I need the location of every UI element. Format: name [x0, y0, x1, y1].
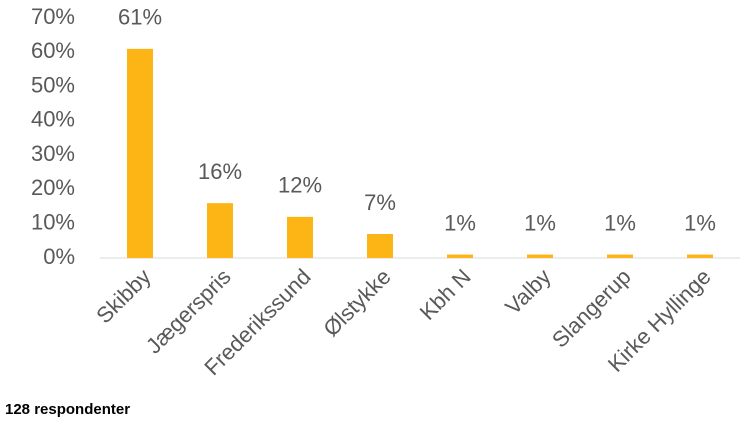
- value-label: 12%: [278, 173, 322, 198]
- y-tick-label: 10%: [31, 210, 75, 235]
- y-tick-label: 0%: [43, 244, 75, 269]
- bar: [207, 203, 233, 258]
- value-label: 1%: [604, 210, 636, 235]
- x-tick-label: Valby: [500, 264, 555, 319]
- value-label: 61%: [118, 5, 162, 30]
- y-tick-label: 20%: [31, 175, 75, 200]
- value-label: 7%: [364, 190, 396, 215]
- y-tick-label: 50%: [31, 72, 75, 97]
- value-label: 1%: [524, 210, 556, 235]
- bar: [367, 234, 393, 258]
- y-tick-label: 40%: [31, 107, 75, 132]
- x-tick-label: Ølstykke: [318, 264, 395, 341]
- bar: [527, 254, 553, 258]
- bar: [287, 216, 313, 258]
- value-label: 16%: [198, 159, 242, 184]
- x-tick-label: Kbh N: [415, 264, 476, 325]
- bar: [447, 254, 473, 258]
- value-label: 1%: [444, 210, 476, 235]
- bar: [687, 254, 713, 258]
- value-label: 1%: [684, 210, 716, 235]
- note: 128 respondenter: [5, 401, 130, 418]
- y-tick-label: 60%: [31, 38, 75, 63]
- bar: [607, 254, 633, 258]
- y-tick-label: 70%: [31, 4, 75, 29]
- x-tick-label: Skibby: [91, 264, 155, 328]
- bar: [127, 48, 153, 258]
- y-tick-label: 30%: [31, 141, 75, 166]
